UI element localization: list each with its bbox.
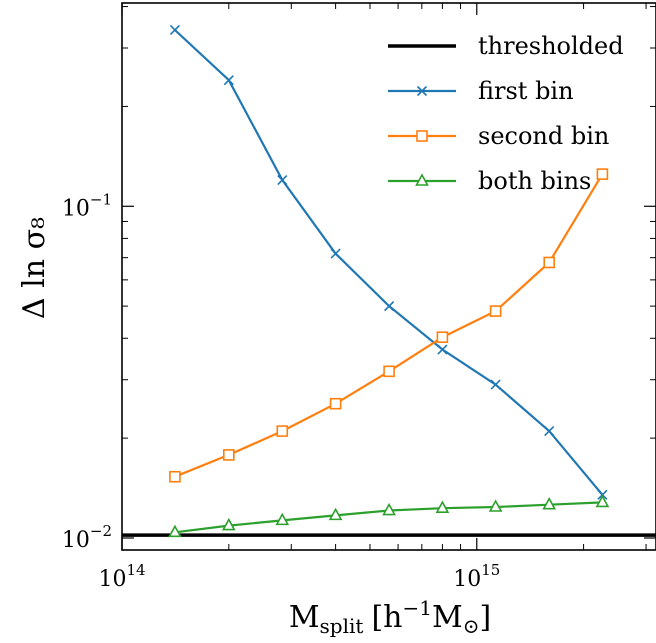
data-point-first-bin [330,248,341,259]
legend-item-second-bin: second bin [388,122,609,150]
x-tick-label: 1015 [453,561,500,592]
x-axis-label: Msplit [h−1M⊙] [289,596,491,638]
legend-marker-first-bin [416,85,428,97]
data-point-both-bins [488,499,503,512]
data-point-both-bins [382,502,396,516]
y-tick-label: 10−2 [62,522,112,553]
legend-marker-both-bins [415,173,429,186]
y-tick-labels: 10−2 10−1 [62,190,112,553]
plot-frame [121,2,656,551]
data-point-second-bin [596,168,609,180]
legend-label-both-bins: both bins [478,167,591,195]
data-point-second-bin [383,365,395,378]
legend-item-both-bins: both bins [388,167,591,195]
data-point-first-bin [223,75,234,86]
data-point-second-bin [543,256,556,269]
data-point-first-bin [169,24,181,36]
legend-item-first-bin: first bin [388,77,574,105]
data-point-first-bin [597,489,608,500]
legend: thresholded first bin second bin both bins [388,32,624,195]
series-layer [168,24,610,538]
data-point-second-bin [276,425,289,437]
series-both-bins [168,494,610,538]
data-point-first-bin [384,301,395,312]
data-point-second-bin [489,305,502,317]
data-point-first-bin [277,174,288,186]
series-second-bin [169,168,609,483]
tick-marks [121,3,656,550]
data-point-both-bins [595,494,610,508]
x-tick-label: 1014 [98,561,145,592]
data-point-both-bins [328,507,343,521]
data-point-both-bins [542,497,557,510]
data-point-second-bin [223,449,235,461]
legend-marker-second-bin [416,130,428,142]
data-point-second-bin [329,397,342,410]
series-first-bin [169,24,608,500]
series-line-second-bin [174,173,604,478]
legend-label-second-bin: second bin [478,122,609,150]
data-point-both-bins [221,517,236,531]
x-tick-labels: 1014 1015 [98,561,500,592]
data-point-second-bin [169,470,181,483]
data-point-first-bin [490,379,501,390]
data-point-both-bins [435,500,450,513]
legend-item-thresholded: thresholded [388,32,624,60]
y-axis-label: Δ ln σ₈ [17,217,52,319]
data-point-first-bin [437,344,448,355]
data-point-first-bin [544,426,555,437]
data-point-both-bins [275,512,290,526]
data-point-second-bin [436,331,449,343]
legend-label-thresholded: thresholded [478,32,624,60]
y-tick-label: 10−1 [62,190,112,221]
legend-label-first-bin: first bin [478,77,574,105]
data-point-both-bins [168,524,182,538]
